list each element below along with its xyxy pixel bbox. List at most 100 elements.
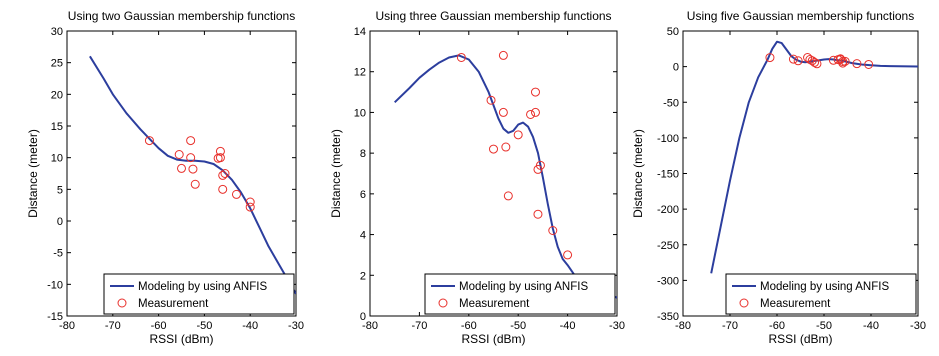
- chart-title: Using three Gaussian membership function…: [375, 9, 611, 23]
- y-axis-label: Distance (meter): [329, 129, 343, 218]
- y-tick-label: 20: [51, 89, 63, 101]
- y-tick-label: 30: [51, 26, 63, 38]
- x-tick-label: -30: [609, 320, 625, 332]
- x-tick-label: -40: [242, 320, 258, 332]
- legend-marker-swatch: [117, 298, 127, 308]
- y-axis-label: Distance (meter): [631, 129, 645, 218]
- legend-marker-swatch: [739, 298, 749, 308]
- measurement-point: [177, 163, 186, 173]
- x-tick-label: -70: [105, 320, 121, 332]
- y-tick-label: -200: [657, 204, 679, 216]
- x-tick-label: -60: [769, 320, 785, 332]
- measurement-point: [807, 56, 817, 66]
- anfis-model-line: [394, 54, 617, 299]
- legend-box: [725, 273, 917, 315]
- measurement-point: [218, 170, 228, 180]
- y-tick-label: -100: [657, 133, 679, 145]
- y-tick-label: 6: [360, 189, 366, 201]
- measurement-point: [245, 197, 255, 207]
- measurement-point: [526, 109, 536, 119]
- y-tick-label: 14: [354, 26, 366, 38]
- measurement-point: [864, 59, 874, 69]
- measurement-point: [501, 142, 511, 152]
- y-tick-label: 0: [360, 311, 366, 323]
- measurement-point: [215, 153, 225, 163]
- chart-title: Using two Gaussian membership functions: [68, 9, 295, 23]
- measurement-point: [498, 50, 508, 60]
- y-tick-label: 10: [51, 153, 63, 165]
- measurement-point: [231, 189, 241, 199]
- measurement-point: [513, 130, 523, 140]
- measurement-point: [793, 56, 803, 66]
- measurement-point: [533, 209, 543, 219]
- measurement-point: [803, 53, 813, 63]
- plot-area: [369, 30, 618, 317]
- y-tick-label: -5: [53, 248, 63, 260]
- chart-panel-3: -80 -70 -60 -50 -40 -30 -350 -300 -250 -200 -150 -1…: [631, 9, 926, 346]
- x-tick-label: -80: [362, 320, 378, 332]
- chart-panel-2: -80 -70 -60 -50 -40 -30 0 2 4 6 8 10 12 14 Using three…: [329, 9, 625, 346]
- anfis-model-line: [89, 55, 296, 295]
- y-tick-label: -10: [47, 279, 63, 291]
- legend-label-model: Modeling by using ANFIS: [760, 281, 889, 293]
- measurement-point: [828, 55, 838, 65]
- measurement-point: [220, 169, 230, 178]
- x-tick-label: -60: [461, 320, 477, 332]
- x-tick-label: -70: [722, 320, 738, 332]
- legend-label-measurement: Measurement: [138, 298, 209, 310]
- measurement-point: [530, 107, 540, 117]
- measurement-point: [548, 226, 558, 235]
- measurement-point: [530, 87, 540, 97]
- x-axis-label: RSSI (dBm): [768, 332, 832, 346]
- data-layer: [394, 50, 617, 299]
- x-tick-label: -30: [910, 320, 926, 332]
- x-tick-label: -50: [510, 320, 526, 332]
- measurement-point: [805, 55, 815, 64]
- measurement-point: [812, 59, 822, 69]
- y-tick-label: -300: [657, 275, 679, 287]
- y-tick-label: 10: [354, 107, 366, 119]
- plot-area: [66, 30, 297, 317]
- x-tick-label: -30: [288, 320, 304, 332]
- x-tick-label: -80: [59, 320, 75, 332]
- measurement-point: [498, 107, 508, 117]
- measurement-point: [186, 153, 196, 163]
- y-tick-label: -150: [657, 169, 679, 181]
- y-tick-label: 0: [673, 62, 679, 74]
- measurement-point: [144, 136, 154, 146]
- plot-area: [682, 30, 919, 317]
- legend: Modeling by using ANFIS Measurement: [725, 273, 917, 315]
- y-axis-label: Distance (meter): [26, 129, 40, 218]
- measurement-point: [489, 144, 498, 154]
- legend-label-measurement: Measurement: [760, 298, 831, 310]
- y-tick-label: 4: [360, 230, 366, 242]
- legend-box: [424, 273, 616, 315]
- x-tick-label: -50: [816, 320, 832, 332]
- measurement-point: [503, 191, 513, 201]
- legend: Modeling by using ANFIS Measurement: [424, 273, 616, 315]
- legend-label-measurement: Measurement: [459, 298, 530, 310]
- measurement-point: [245, 202, 255, 212]
- measurement-point: [840, 56, 850, 66]
- y-tick-label: -50: [663, 97, 679, 109]
- legend-label-model: Modeling by using ANFIS: [138, 281, 267, 293]
- chart-panel-1: -80 -70 -60 -50 -40 -30-15-10-5051015202530Us…: [26, 9, 304, 346]
- measurement-point: [852, 59, 862, 69]
- y-tick-label: -250: [657, 240, 679, 252]
- y-tick-label: 0: [57, 216, 63, 228]
- x-tick-label: -60: [151, 320, 167, 332]
- y-tick-label: 25: [51, 58, 63, 70]
- measurement-point: [486, 95, 496, 105]
- measurement-point: [215, 146, 225, 156]
- x-tick-label: -50: [196, 320, 212, 332]
- y-tick-label: -350: [657, 311, 679, 323]
- measurement-point: [190, 179, 200, 189]
- y-tick-label: 2: [360, 270, 366, 282]
- measurement-point: [788, 54, 798, 64]
- y-tick-label: 15: [51, 121, 63, 133]
- measurement-point: [810, 57, 820, 67]
- legend-label-model: Modeling by using ANFIS: [459, 281, 588, 293]
- measurement-point: [456, 52, 466, 62]
- measurement-point: [563, 250, 573, 260]
- x-tick-label: -40: [863, 320, 879, 332]
